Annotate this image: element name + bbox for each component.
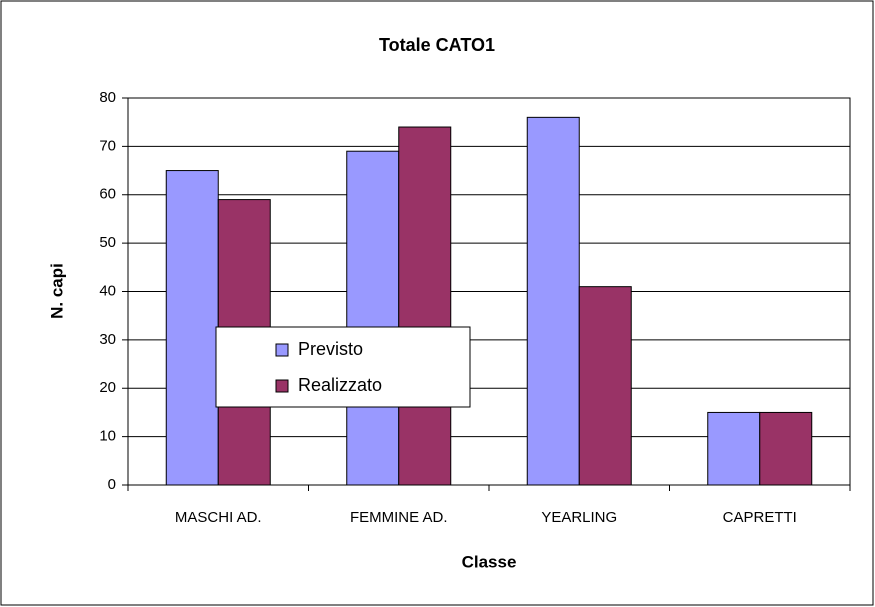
y-tick-label: 60	[99, 186, 116, 203]
y-tick-label: 50	[99, 234, 116, 251]
y-tick-label: 20	[99, 379, 116, 396]
legend-label: Realizzato	[298, 375, 382, 395]
y-tick-label: 70	[99, 137, 116, 154]
y-tick-label: 40	[99, 282, 116, 299]
bar	[398, 126, 452, 486]
bar	[165, 170, 219, 486]
bar	[346, 150, 400, 486]
y-tick-label: 80	[99, 89, 116, 106]
chart-title: Totale CATO1	[379, 35, 495, 55]
x-axis-label: Classe	[462, 552, 517, 571]
legend-swatch	[275, 343, 289, 357]
legend: Previsto Realizzato	[215, 326, 471, 408]
x-tick-label: YEARLING	[541, 509, 617, 526]
y-tick-label: 0	[108, 476, 116, 493]
legend-swatch	[275, 379, 289, 393]
plot-border	[127, 97, 851, 486]
legend-label: Previsto	[298, 339, 363, 359]
y-tick-label: 10	[99, 428, 116, 445]
x-tick-label: MASCHI AD.	[175, 509, 262, 526]
bar	[759, 411, 813, 486]
x-tick-label: CAPRETTI	[723, 509, 797, 526]
legend-box	[215, 326, 471, 408]
bar	[526, 116, 580, 486]
x-tick-label: FEMMINE AD.	[350, 509, 448, 526]
bar	[578, 286, 632, 486]
y-tick-label: 30	[99, 331, 116, 348]
y-axis-label: N. capi	[47, 263, 66, 319]
bar	[707, 411, 761, 486]
